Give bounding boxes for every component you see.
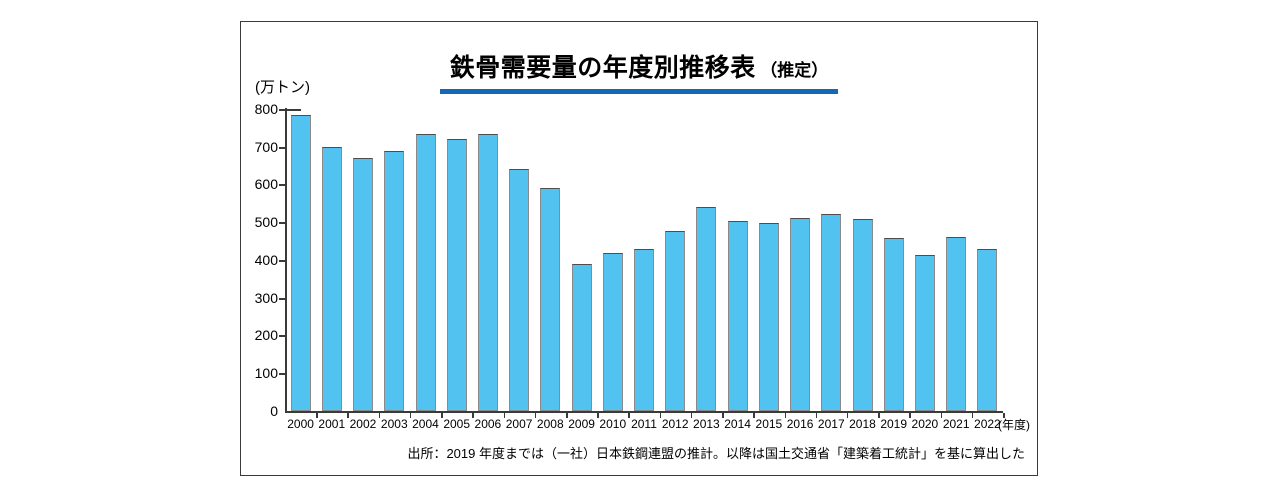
bar-2005 bbox=[446, 139, 467, 411]
bar-2016 bbox=[790, 218, 811, 411]
x-axis-tick-label: 2004 bbox=[412, 417, 439, 431]
x-axis-tick-label: 2011 bbox=[631, 417, 657, 431]
bar-2012 bbox=[665, 231, 686, 411]
x-axis-tick-label: 2020 bbox=[911, 417, 939, 431]
y-axis-tick-label: 100 bbox=[254, 365, 278, 381]
x-axis-tick-label: 2012 bbox=[661, 417, 689, 431]
bar-2007 bbox=[509, 169, 530, 411]
x-axis-tick bbox=[347, 412, 349, 418]
x-axis-tick bbox=[909, 412, 911, 418]
y-axis-tick bbox=[279, 222, 285, 224]
chart-title: 鉄骨需要量の年度別推移表 bbox=[449, 54, 756, 82]
x-axis-tick-label: 2000 bbox=[287, 417, 314, 431]
x-axis-tick bbox=[409, 412, 412, 418]
y-axis-tick bbox=[279, 373, 285, 375]
x-axis-tick-label: 2006 bbox=[474, 417, 502, 431]
x-axis-tick-label: 2010 bbox=[599, 417, 627, 431]
x-axis-tick-label: 2017 bbox=[817, 417, 845, 431]
x-axis-tick bbox=[940, 412, 943, 418]
x-axis-tick-label: 2018 bbox=[849, 417, 876, 431]
chart-title-suffix: （推定） bbox=[760, 61, 829, 80]
bar-2006 bbox=[477, 134, 498, 411]
x-axis-tick-label: 2014 bbox=[724, 417, 751, 431]
x-axis-tick-label: 2005 bbox=[443, 417, 471, 431]
y-axis-tick bbox=[279, 335, 285, 337]
x-axis-tick bbox=[815, 412, 818, 418]
x-axis-tick-label: 2022 bbox=[974, 417, 1001, 431]
x-axis-tick-label: 2007 bbox=[505, 417, 533, 431]
x-axis-tick-label: 2003 bbox=[380, 417, 408, 431]
bar-2004 bbox=[415, 134, 436, 411]
x-axis-tick bbox=[878, 412, 880, 418]
y-axis bbox=[285, 108, 287, 413]
x-axis-tick bbox=[503, 412, 505, 418]
bar-2022 bbox=[977, 249, 998, 411]
x-axis-tick bbox=[628, 412, 630, 418]
y-axis-tick-label: 0 bbox=[270, 403, 278, 419]
x-axis-tick bbox=[722, 412, 724, 418]
bar-2001 bbox=[321, 147, 342, 411]
x-axis-tick bbox=[534, 412, 537, 418]
x-axis-tick-label: 2019 bbox=[880, 417, 908, 431]
x-axis-tick bbox=[378, 412, 381, 418]
x-axis-tick-label: 2016 bbox=[786, 417, 814, 431]
chart-title-underline: 鉄骨需要量の年度別推移表 （推定） bbox=[439, 48, 839, 94]
bar-2021 bbox=[946, 237, 967, 411]
x-axis-tick bbox=[566, 412, 568, 418]
y-axis-tick bbox=[279, 298, 285, 300]
x-axis-tick bbox=[659, 412, 662, 418]
x-axis-tick-label: 2021 bbox=[942, 417, 970, 431]
y-axis-tick-label: 700 bbox=[254, 139, 278, 155]
bar-2018 bbox=[852, 219, 873, 411]
bar-2011 bbox=[634, 249, 654, 411]
bar-2017 bbox=[821, 214, 842, 411]
x-axis-tick bbox=[1003, 412, 1005, 418]
bar-2003 bbox=[384, 151, 405, 411]
y-axis-tick-label: 500 bbox=[254, 214, 278, 230]
y-axis-tick bbox=[279, 109, 285, 111]
y-axis-tick bbox=[279, 260, 285, 262]
y-axis-tick-inner bbox=[285, 109, 301, 111]
bar-2009 bbox=[571, 264, 592, 411]
x-axis-tick bbox=[316, 412, 318, 418]
bar-2019 bbox=[883, 238, 904, 411]
bar-chart: 0 100 200 300 400 500 600 700 800 2000 2001 2002 200… bbox=[241, 22, 1037, 475]
x-axis-tick-label: 2015 bbox=[755, 417, 783, 431]
y-axis-tick bbox=[279, 147, 285, 149]
bar-2014 bbox=[727, 221, 748, 411]
y-axis-tick-label: 600 bbox=[254, 176, 278, 192]
x-axis-tick-label: 2013 bbox=[693, 417, 720, 431]
bar-2010 bbox=[602, 253, 623, 411]
x-axis-tick bbox=[441, 412, 443, 418]
bar-2015 bbox=[758, 223, 779, 411]
x-axis-unit-label: (年度) bbox=[998, 418, 1030, 432]
x-axis-tick bbox=[690, 412, 693, 418]
x-axis-tick-label: 2001 bbox=[318, 417, 346, 431]
y-axis-tick-label: 800 bbox=[254, 101, 278, 117]
bar-2002 bbox=[353, 158, 373, 411]
x-axis-tick bbox=[784, 412, 786, 418]
x-axis-tick bbox=[472, 412, 474, 418]
bar-2013 bbox=[696, 207, 717, 411]
bar-2020 bbox=[915, 255, 935, 411]
x-axis-tick bbox=[753, 412, 755, 418]
source-note: 出所：2019 年度までは（一社）日本鉄鋼連盟の推計。以降は国土交通省「建築着工… bbox=[407, 446, 1025, 461]
bar-2008 bbox=[540, 188, 561, 411]
x-axis-tick bbox=[846, 412, 849, 418]
y-axis-tick-label: 300 bbox=[254, 290, 278, 306]
x-axis-tick bbox=[971, 412, 974, 418]
y-axis-unit-label: (万トン) bbox=[255, 79, 310, 96]
y-axis-tick-label: 200 bbox=[254, 327, 278, 343]
y-axis-tick-label: 400 bbox=[254, 252, 278, 268]
x-axis bbox=[285, 411, 1003, 413]
x-axis-tick-label: 2008 bbox=[536, 417, 564, 431]
figure-frame: 鉄骨需要量の年度別推移表 （推定） (万トン) 0 100 200 300 400 500… bbox=[240, 21, 1038, 476]
y-axis-tick bbox=[279, 184, 285, 186]
x-axis-tick-label: 2002 bbox=[349, 417, 377, 431]
chart-title-block: 鉄骨需要量の年度別推移表 （推定） bbox=[241, 48, 1037, 94]
x-axis-tick bbox=[597, 412, 599, 418]
bar-2000 bbox=[290, 115, 311, 411]
x-axis-tick-label: 2009 bbox=[568, 417, 595, 431]
